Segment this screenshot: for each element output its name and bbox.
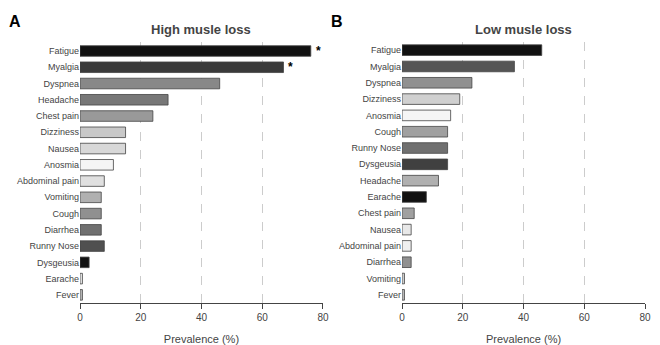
svg-text:60: 60 [257,312,269,323]
svg-text:Fatigue: Fatigue [371,45,401,55]
svg-text:40: 40 [518,312,530,323]
svg-text:Prevalence (%): Prevalence (%) [486,333,561,345]
svg-text:Myalgia: Myalgia [48,62,79,72]
svg-text:Low musle loss: Low musle loss [475,22,572,37]
svg-text:Dysgeusia: Dysgeusia [37,258,79,268]
svg-text:Vomiting: Vomiting [44,192,79,202]
svg-text:Earache: Earache [368,192,402,202]
svg-text:Dizziness: Dizziness [363,94,402,104]
svg-text:Abdominal pain: Abdominal pain [17,176,79,186]
svg-text:Diarrhea: Diarrhea [367,257,402,267]
svg-text:Dyspnea: Dyspnea [43,79,79,89]
svg-text:Fatigue: Fatigue [49,46,79,56]
svg-text:*: * [288,60,293,74]
svg-text:40: 40 [196,312,208,323]
svg-text:80: 80 [639,312,651,323]
svg-text:Nausea: Nausea [370,225,401,235]
svg-text:Diarrhea: Diarrhea [44,225,79,235]
svg-text:60: 60 [579,312,591,323]
svg-text:Dysgeusia: Dysgeusia [359,159,401,169]
svg-text:80: 80 [317,312,329,323]
svg-text:Chest pain: Chest pain [36,111,79,121]
svg-text:Vomiting: Vomiting [367,274,402,284]
svg-text:Prevalence (%): Prevalence (%) [164,333,239,345]
svg-text:Fever: Fever [56,290,79,300]
svg-text:Cough: Cough [52,209,79,219]
svg-text:Dizziness: Dizziness [40,127,79,137]
svg-text:Runny Nose: Runny Nose [352,143,402,153]
svg-text:Dyspnea: Dyspnea [366,78,402,88]
svg-text:Myalgia: Myalgia [370,62,401,72]
svg-text:0: 0 [77,312,83,323]
svg-text:*: * [316,44,321,58]
svg-text:Anosmia: Anosmia [366,111,401,121]
svg-text:B: B [331,13,343,30]
svg-text:Chest pain: Chest pain [358,208,401,218]
svg-text:High musle loss: High musle loss [151,22,251,37]
svg-text:20: 20 [457,312,469,323]
svg-text:A: A [9,13,21,30]
svg-text:Headache: Headache [38,95,79,105]
svg-text:Abdominal pain: Abdominal pain [339,241,401,251]
svg-text:Cough: Cough [375,127,402,137]
svg-text:Runny Nose: Runny Nose [29,241,79,251]
svg-text:Fever: Fever [378,290,401,300]
svg-text:Earache: Earache [45,274,79,284]
svg-text:20: 20 [135,312,147,323]
svg-text:Headache: Headache [360,176,401,186]
svg-text:0: 0 [399,312,405,323]
svg-text:Anosmia: Anosmia [44,160,79,170]
svg-text:Nausea: Nausea [48,144,79,154]
